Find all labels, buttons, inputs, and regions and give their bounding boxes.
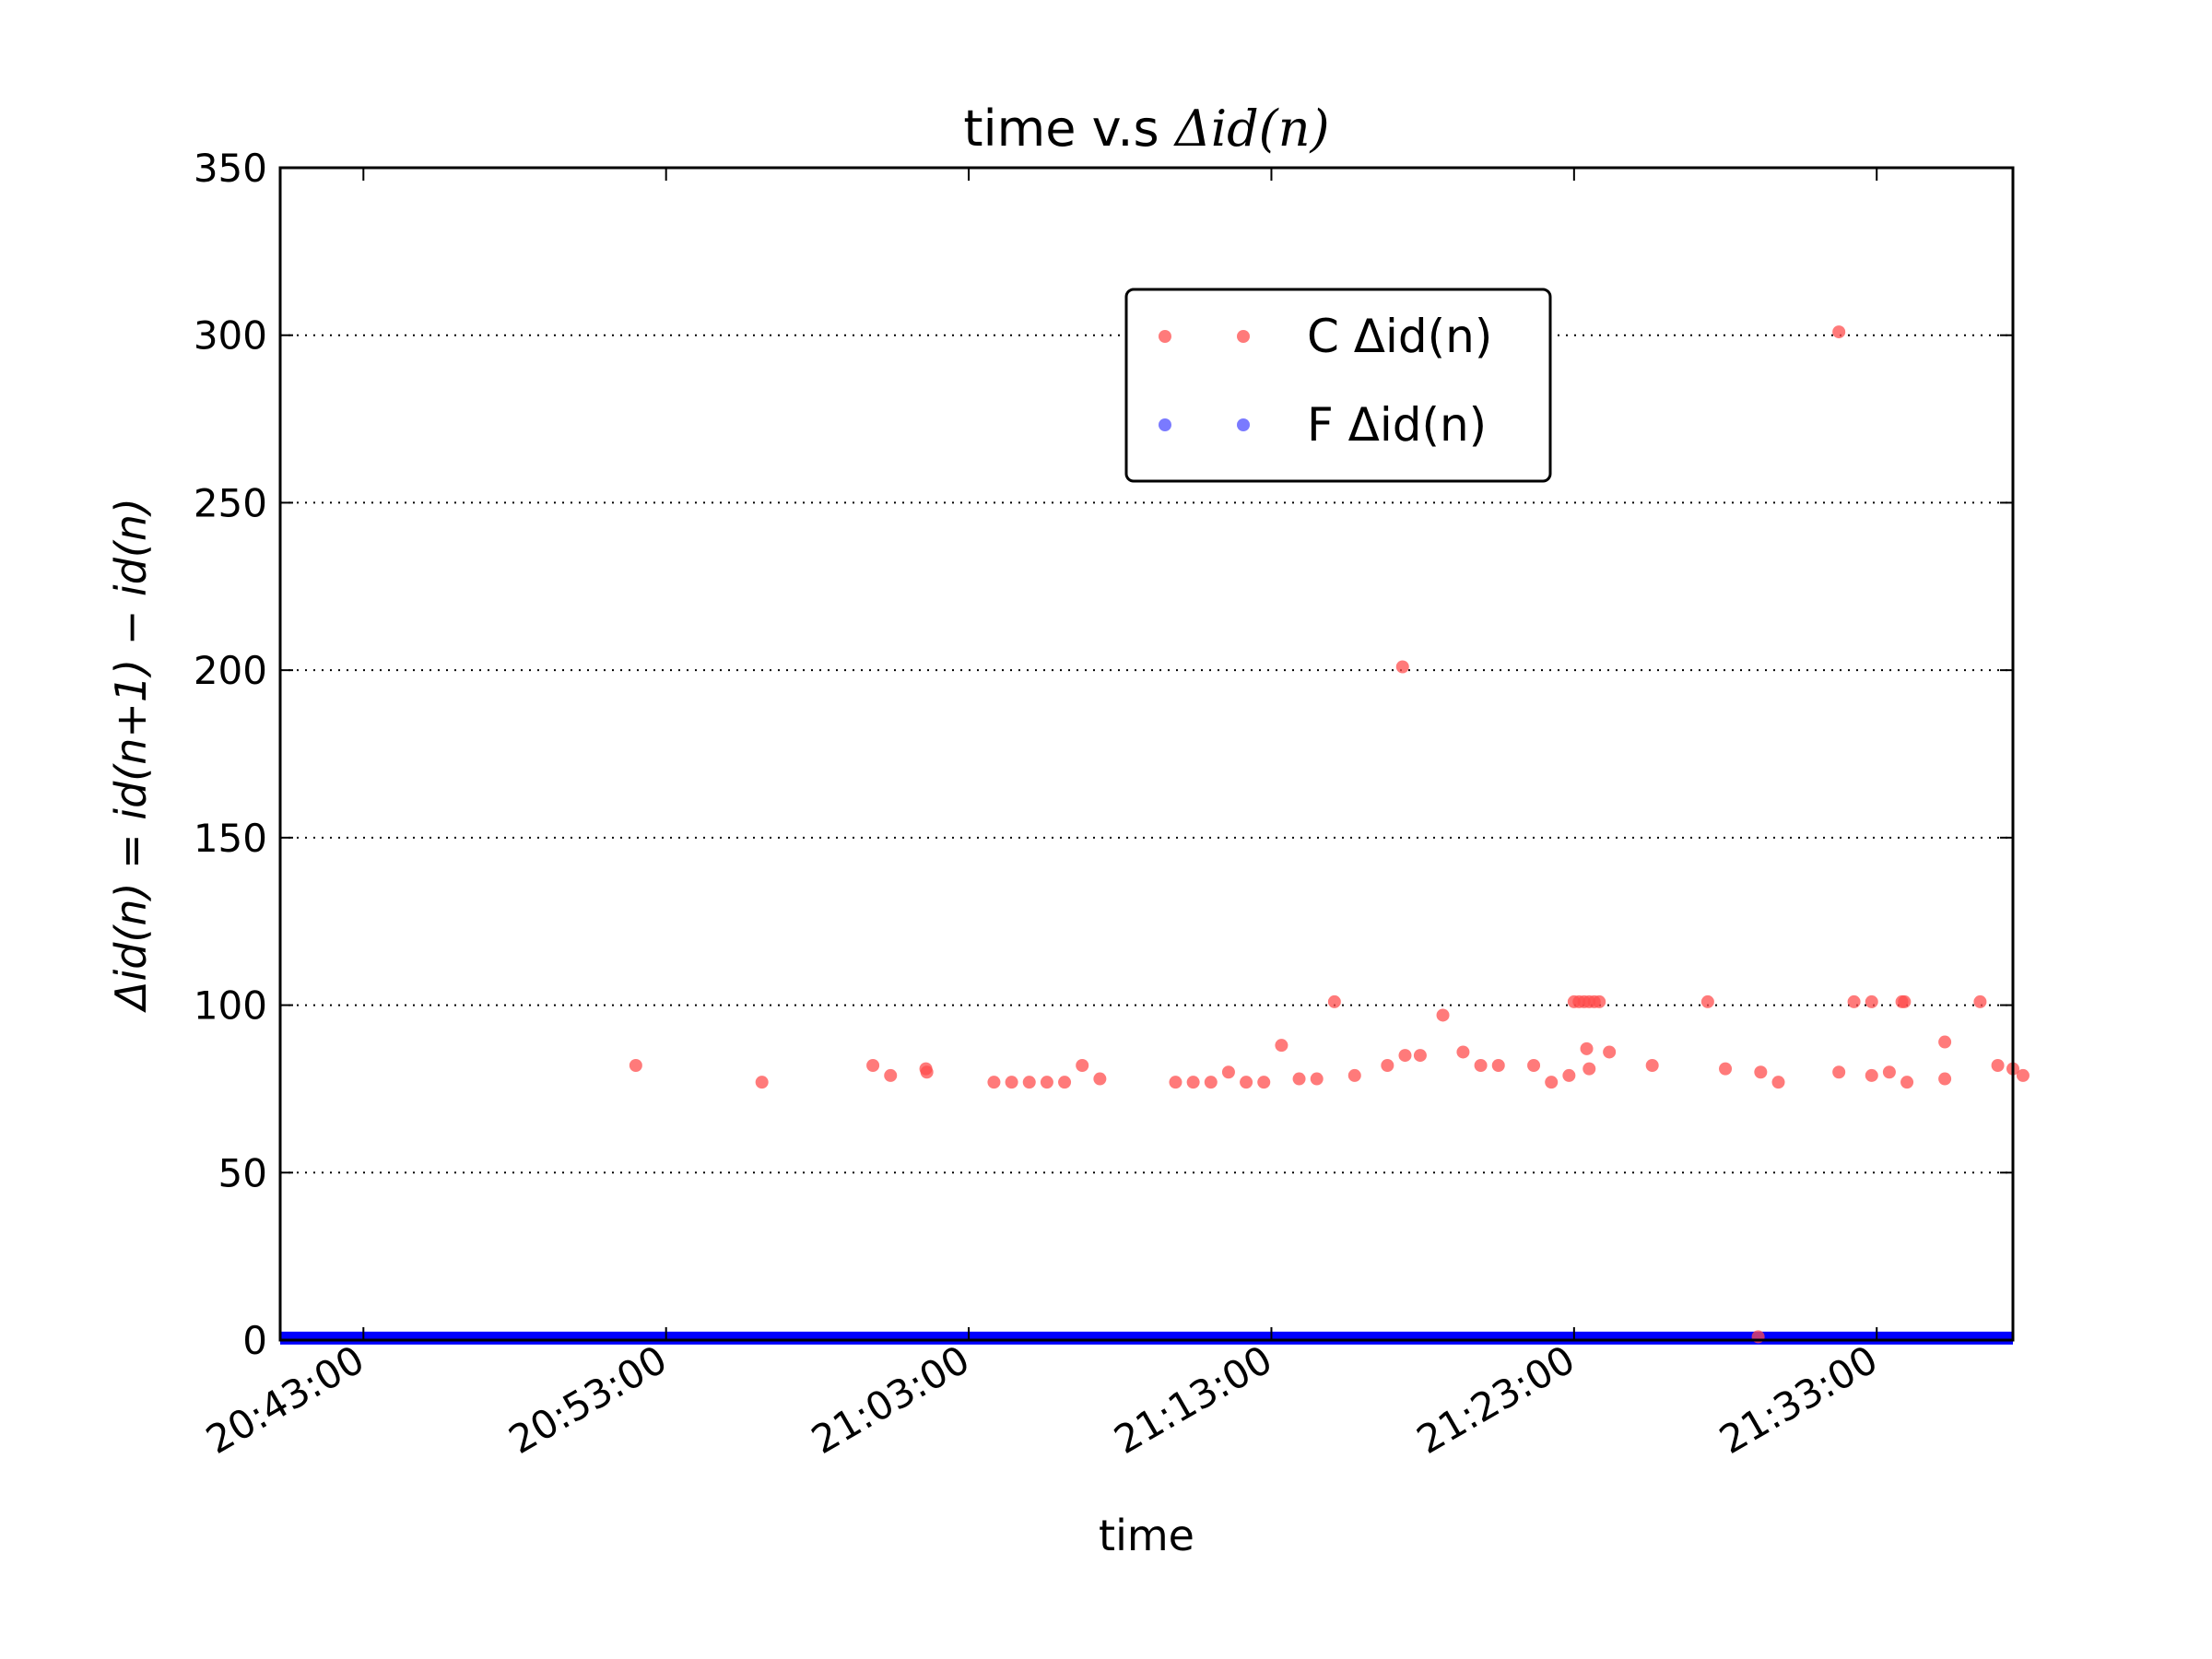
- data-point: [1603, 1045, 1617, 1059]
- data-point: [1754, 1065, 1768, 1079]
- data-point: [1771, 1076, 1785, 1089]
- data-point: [1186, 1076, 1200, 1089]
- data-point: [629, 1058, 642, 1072]
- data-point: [1700, 994, 1714, 1008]
- data-point: [2016, 1068, 2030, 1082]
- chart-title: time v.s Δid(n): [963, 100, 1329, 158]
- data-point: [1204, 1076, 1218, 1089]
- data-point: [1973, 994, 1987, 1008]
- data-point: [884, 1068, 898, 1082]
- series-c-points: [629, 325, 2030, 1344]
- data-point: [1413, 1049, 1427, 1063]
- legend-marker-c: [1159, 330, 1171, 343]
- data-point: [1395, 660, 1409, 674]
- data-point: [1076, 1058, 1089, 1072]
- y-tick-label: 200: [194, 648, 267, 693]
- data-point: [1040, 1076, 1053, 1089]
- y-tick-label: 350: [194, 146, 267, 191]
- data-point: [1562, 1068, 1576, 1082]
- data-point: [1058, 1076, 1072, 1089]
- data-point: [1580, 1041, 1594, 1055]
- plot-frame: [278, 166, 2015, 1342]
- data-point: [1991, 1058, 2005, 1072]
- legend-marker-f: [1237, 418, 1250, 431]
- data-point: [1347, 1068, 1361, 1082]
- data-point: [1257, 1076, 1271, 1089]
- y-tick-label: 0: [242, 1318, 267, 1363]
- data-point: [1882, 1065, 1896, 1079]
- data-point: [1436, 1008, 1450, 1022]
- y-tick-label: 100: [194, 983, 267, 1029]
- data-point: [1491, 1058, 1505, 1072]
- data-point: [1275, 1039, 1288, 1053]
- grid-lines: [280, 334, 2013, 1174]
- legend-label-c: C Δid(n): [1307, 310, 1492, 363]
- legend: C Δid(n) F Δid(n): [1124, 288, 1552, 483]
- y-axis-label: Δid(n) = id(n+1) − id(n): [106, 498, 156, 1013]
- chart-title-prefix: time v.s: [963, 100, 1174, 158]
- data-point: [1832, 325, 1846, 339]
- data-point: [1221, 1065, 1235, 1079]
- legend-marker-c: [1237, 330, 1250, 343]
- data-point: [1898, 994, 1912, 1008]
- data-point: [920, 1065, 934, 1079]
- data-point: [1900, 1076, 1914, 1089]
- data-point: [1456, 1045, 1470, 1059]
- data-point: [1327, 994, 1341, 1008]
- data-point: [1593, 994, 1606, 1008]
- x-axis-label: time: [1099, 1511, 1194, 1560]
- data-point: [1583, 1062, 1596, 1076]
- y-tick-labels: 0 50 100 150 200 250 300 350: [194, 146, 267, 1363]
- data-point: [866, 1058, 880, 1072]
- data-point: [1847, 994, 1861, 1008]
- data-point: [755, 1076, 769, 1089]
- legend-label-f: F Δid(n): [1307, 398, 1487, 452]
- axis-ticks: [280, 167, 2013, 1341]
- chart-title-math: Δid(n): [1173, 100, 1330, 158]
- data-point: [1938, 1072, 1952, 1086]
- data-point: [1398, 1049, 1412, 1063]
- data-point: [1169, 1076, 1182, 1089]
- data-point: [1865, 1068, 1878, 1082]
- data-point: [1527, 1058, 1541, 1072]
- data-point: [1093, 1072, 1107, 1086]
- data-point: [1938, 1035, 1952, 1049]
- data-point: [987, 1076, 1001, 1089]
- data-point: [1310, 1072, 1324, 1086]
- data-point: [1474, 1058, 1488, 1072]
- data-point: [1022, 1076, 1036, 1089]
- data-point: [1832, 1065, 1846, 1079]
- data-point: [1381, 1058, 1394, 1072]
- data-point: [1645, 1058, 1659, 1072]
- data-point: [1719, 1062, 1733, 1076]
- data-point: [1292, 1072, 1306, 1086]
- y-tick-label: 150: [194, 816, 267, 861]
- data-point: [1005, 1076, 1018, 1089]
- y-tick-label: 300: [194, 313, 267, 359]
- data-point: [1240, 1076, 1253, 1089]
- data-point: [1865, 994, 1878, 1008]
- legend-marker-f: [1159, 418, 1171, 431]
- y-tick-label: 250: [194, 480, 267, 525]
- legend-box: [1124, 288, 1552, 483]
- y-tick-label: 50: [218, 1150, 267, 1195]
- data-point: [1545, 1076, 1559, 1089]
